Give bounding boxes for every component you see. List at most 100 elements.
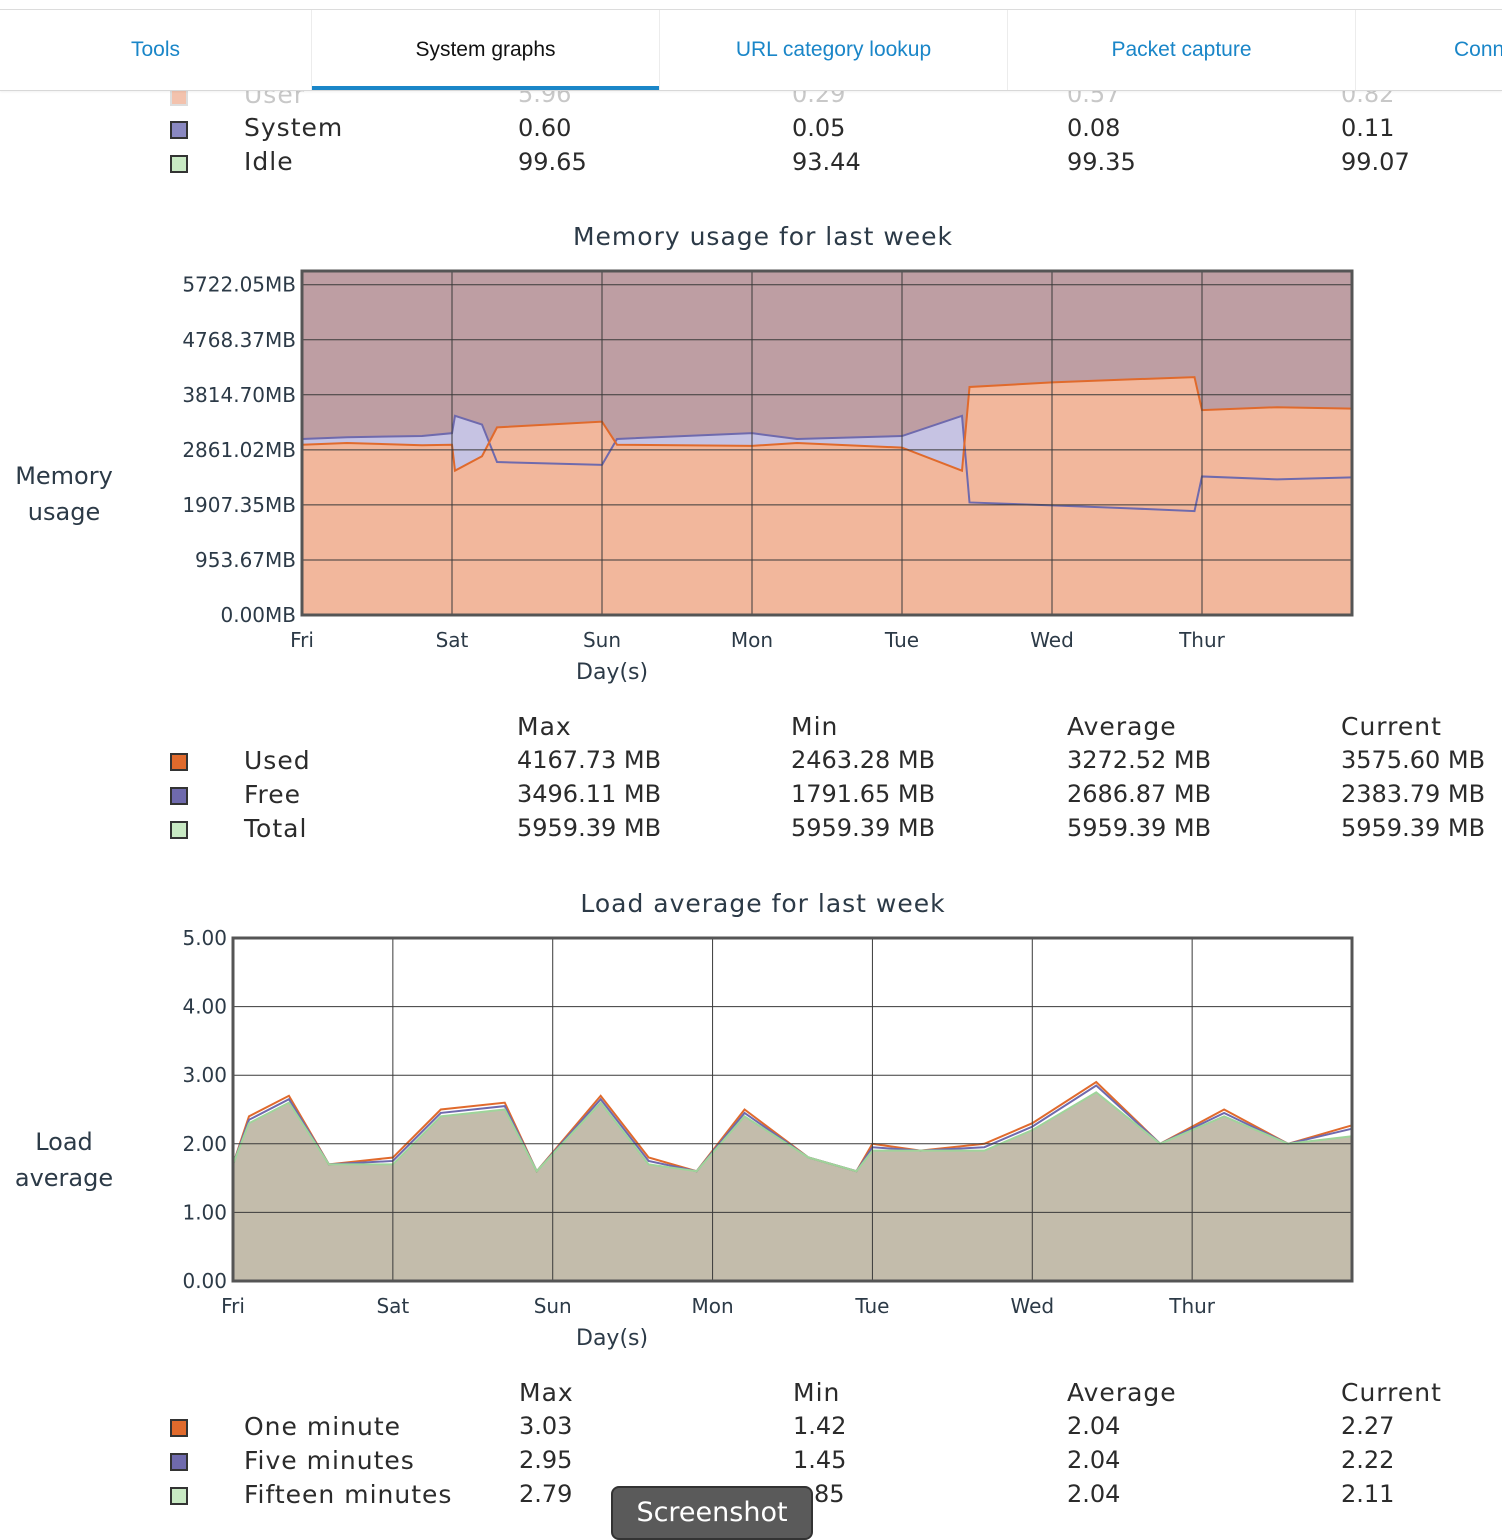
series-area-used bbox=[302, 377, 1352, 615]
load-value: 2.11 bbox=[1341, 1480, 1395, 1508]
legend-swatch-total bbox=[170, 821, 188, 839]
series-line-five-minutes bbox=[232, 1084, 1353, 1174]
memory-row-label: Used bbox=[244, 746, 311, 775]
x-tick-label: Fri bbox=[290, 628, 314, 652]
x-tick-label: Wed bbox=[1030, 628, 1074, 652]
y-tick-label: 2861.02MB bbox=[182, 438, 296, 462]
y-tick-label: 4.00 bbox=[182, 995, 227, 1019]
x-tick-label: Sat bbox=[436, 628, 469, 652]
cpu-value: 0.60 bbox=[518, 114, 572, 142]
memory-value: 3272.52 MB bbox=[1067, 746, 1212, 774]
load-value: 85 bbox=[814, 1480, 845, 1508]
y-tick-label: 1.00 bbox=[182, 1200, 227, 1224]
tab-connections[interactable]: Conn bbox=[1454, 38, 1502, 61]
load-row-label: Fifteen minutes bbox=[244, 1480, 453, 1509]
memory-chart: 0.00MB 953.67MB 1907.35MB 2861.02MB 3814.70M… bbox=[182, 269, 1354, 652]
memory-value: 1791.65 MB bbox=[791, 780, 936, 808]
top-border bbox=[0, 0, 1502, 10]
legend-swatch-idle bbox=[170, 155, 188, 173]
y-tick-label: 5722.05MB bbox=[182, 273, 296, 297]
legend-swatch-free bbox=[170, 787, 188, 805]
cpu-value: 0.05 bbox=[792, 114, 846, 142]
legend-swatch-used bbox=[170, 753, 188, 771]
load-value: 1.45 bbox=[793, 1446, 847, 1474]
x-tick-label: Fri bbox=[221, 1294, 245, 1318]
y-tick-label: 1907.35MB bbox=[182, 493, 296, 517]
column-header: Min bbox=[791, 712, 839, 741]
legend-swatch-one-minute bbox=[170, 1419, 188, 1437]
load-row-label: Five minutes bbox=[244, 1446, 415, 1475]
memory-chart-title: Memory usage for last week bbox=[572, 222, 954, 251]
load-value: 2.04 bbox=[1067, 1446, 1121, 1474]
tab-url-category-lookup[interactable]: URL category lookup bbox=[660, 10, 1008, 90]
y-tick-label: 953.67MB bbox=[195, 548, 296, 572]
cpu-value: 99.65 bbox=[518, 148, 587, 176]
series-line-one-minute bbox=[232, 1080, 1353, 1174]
x-tick-label: Sun bbox=[534, 1294, 572, 1318]
x-tick-label: Tue bbox=[854, 1294, 889, 1318]
memory-value: 5959.39 MB bbox=[1341, 814, 1486, 842]
x-tick-label: Thur bbox=[1168, 1294, 1216, 1318]
load-value: 3.03 bbox=[519, 1412, 573, 1440]
y-tick-label: 0.00 bbox=[182, 1269, 227, 1293]
memory-value: 3575.60 MB bbox=[1341, 746, 1486, 774]
cpu-value: 93.44 bbox=[792, 148, 861, 176]
column-header: Min bbox=[793, 1378, 841, 1407]
x-tick-label: Wed bbox=[1010, 1294, 1054, 1318]
memory-value: 4167.73 MB bbox=[517, 746, 662, 774]
memory-row-label: Total bbox=[244, 814, 308, 843]
y-tick-label: 3814.70MB bbox=[182, 383, 296, 407]
load-value: 2.04 bbox=[1067, 1480, 1121, 1508]
cpu-value: 0.08 bbox=[1067, 114, 1121, 142]
x-tick-label: Mon bbox=[691, 1294, 733, 1318]
memory-value: 2686.87 MB bbox=[1067, 780, 1212, 808]
legend-swatch-fifteen-minutes bbox=[170, 1487, 188, 1505]
load-value: 2.22 bbox=[1341, 1446, 1395, 1474]
column-header: Current bbox=[1341, 1378, 1442, 1407]
x-tick-label: Tue bbox=[884, 628, 919, 652]
memory-value: 2383.79 MB bbox=[1341, 780, 1486, 808]
x-tick-label: Thur bbox=[1178, 628, 1226, 652]
y-tick-label: 2.00 bbox=[182, 1132, 227, 1156]
cpu-value: 99.35 bbox=[1067, 148, 1136, 176]
column-header: Average bbox=[1067, 1378, 1177, 1407]
column-header: Max bbox=[517, 712, 572, 741]
load-value: 2.04 bbox=[1067, 1412, 1121, 1440]
column-header: Max bbox=[519, 1378, 574, 1407]
memory-value: 3496.11 MB bbox=[517, 780, 662, 808]
cpu-row-label: Idle bbox=[244, 147, 294, 176]
memory-value: 5959.39 MB bbox=[791, 814, 936, 842]
plot-border bbox=[300, 269, 1354, 617]
cpu-value: 99.07 bbox=[1341, 148, 1410, 176]
cpu-row-label: System bbox=[244, 113, 344, 142]
tab-system-graphs[interactable]: System graphs bbox=[312, 10, 660, 90]
series-line-fifteen-minutes bbox=[232, 1091, 1353, 1173]
load-value: 2.27 bbox=[1341, 1412, 1395, 1440]
memory-row-label: Free bbox=[244, 780, 302, 809]
screenshot-button[interactable]: Screenshot bbox=[611, 1486, 813, 1540]
cpu-value: 0.11 bbox=[1341, 114, 1395, 142]
plot-border bbox=[231, 936, 1354, 1283]
tab-tools[interactable]: Tools bbox=[0, 10, 312, 90]
load-value: 2.95 bbox=[519, 1446, 573, 1474]
load-value: 1.42 bbox=[793, 1412, 847, 1440]
column-header: Average bbox=[1067, 712, 1177, 741]
y-tick-label: 5.00 bbox=[182, 926, 227, 950]
y-tick-label: 4768.37MB bbox=[182, 328, 296, 352]
memory-value: 5959.39 MB bbox=[517, 814, 662, 842]
legend-swatch-system bbox=[170, 121, 188, 139]
memory-side-label: Memory usage bbox=[15, 462, 113, 526]
load-value: 2.79 bbox=[519, 1480, 573, 1508]
column-header: Current bbox=[1341, 712, 1442, 741]
memory-value: 5959.39 MB bbox=[1067, 814, 1212, 842]
x-tick-label: Sun bbox=[583, 628, 621, 652]
load-side-label: Load average bbox=[14, 1128, 114, 1192]
legend-swatch-five-minutes bbox=[170, 1453, 188, 1471]
y-tick-label: 0.00MB bbox=[220, 603, 296, 627]
load-row-label: One minute bbox=[244, 1412, 402, 1441]
y-tick-label: 3.00 bbox=[182, 1063, 227, 1087]
tab-packet-capture[interactable]: Packet capture bbox=[1008, 10, 1356, 90]
load-chart-title: Load average for last week bbox=[580, 889, 946, 918]
memory-x-axis-label: Day(s) bbox=[576, 660, 649, 685]
x-tick-label: Mon bbox=[731, 628, 773, 652]
